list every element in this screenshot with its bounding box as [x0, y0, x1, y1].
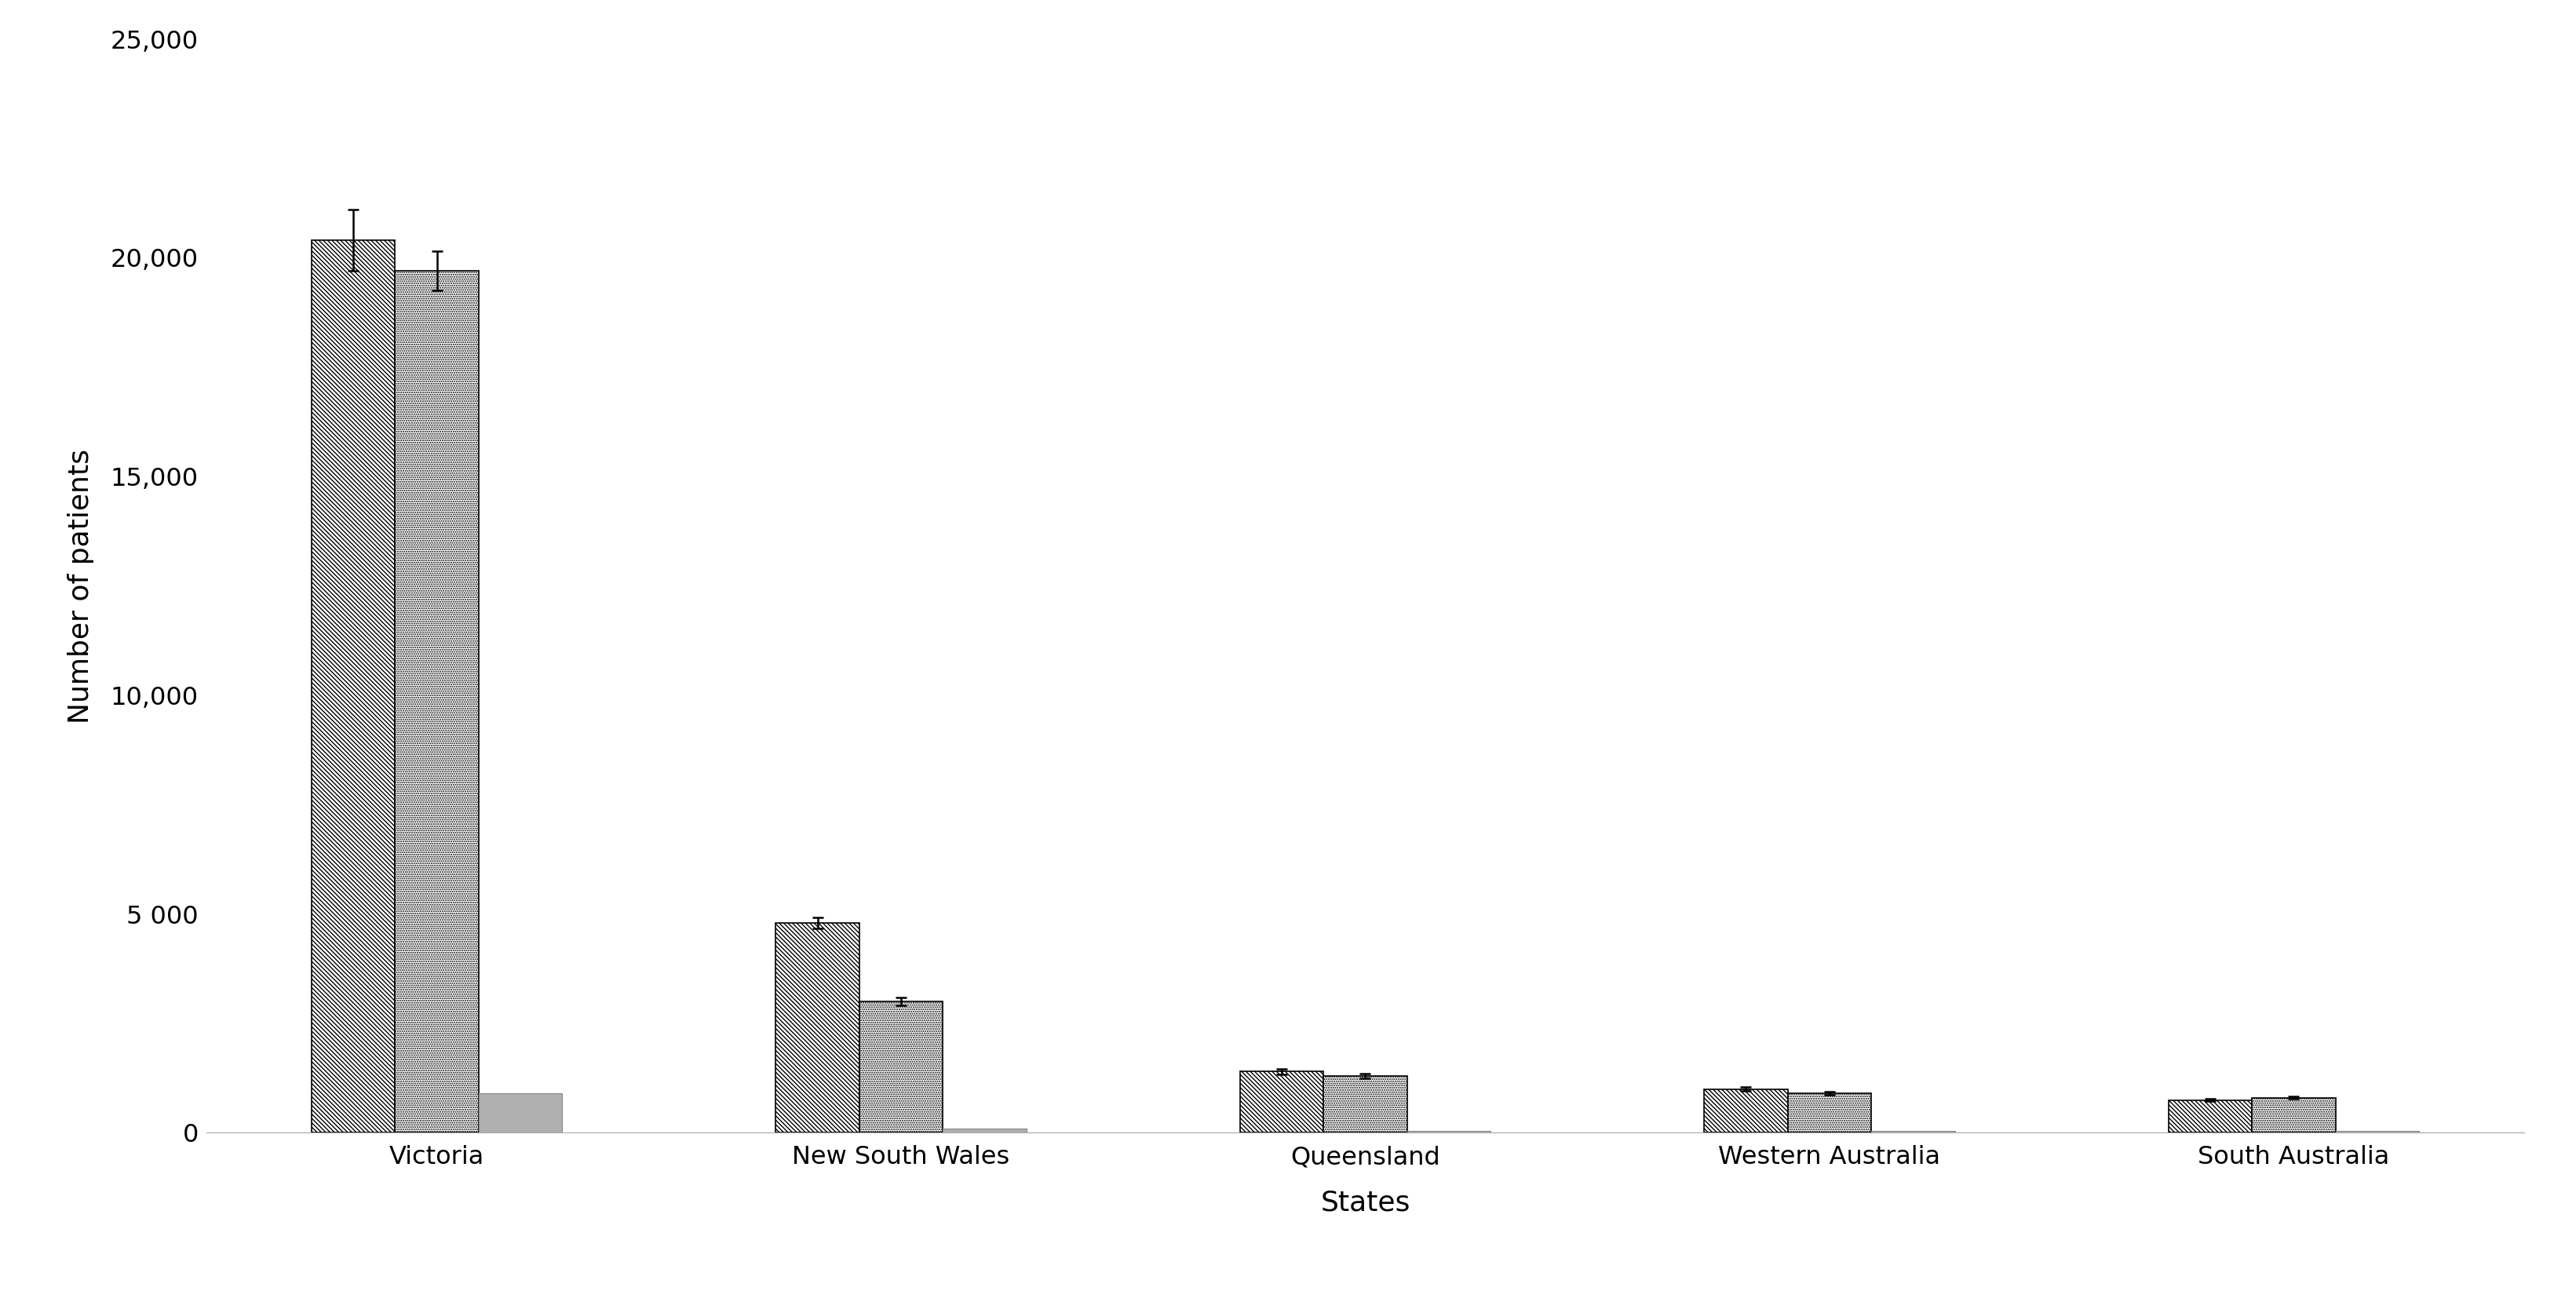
Bar: [1788, 1094, 1870, 1133]
Bar: [1406, 1130, 1492, 1133]
Bar: [1870, 1130, 1955, 1133]
Bar: [943, 1129, 1025, 1133]
Bar: [775, 923, 860, 1133]
Y-axis label: Number of patients: Number of patients: [67, 449, 95, 723]
Bar: [1324, 1075, 1406, 1133]
Bar: [2169, 1100, 2251, 1133]
Bar: [1239, 1072, 1324, 1133]
Bar: [860, 1001, 943, 1133]
X-axis label: States: States: [1321, 1189, 1409, 1216]
Bar: [479, 1094, 562, 1133]
Bar: [2251, 1098, 2336, 1133]
Bar: [1705, 1088, 1788, 1133]
Bar: [312, 241, 394, 1133]
Bar: [394, 271, 479, 1133]
Bar: [2336, 1130, 2419, 1133]
